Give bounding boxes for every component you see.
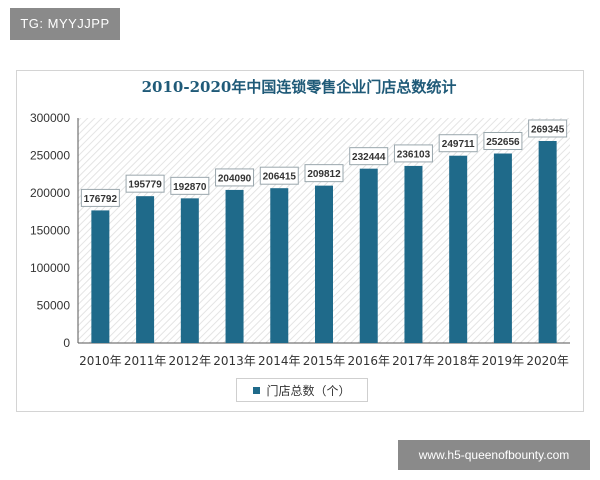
data-label: 209812 bbox=[307, 169, 341, 180]
x-tick-label: 2020年 bbox=[526, 354, 569, 368]
bar bbox=[538, 140, 557, 343]
data-label-box bbox=[80, 188, 120, 207]
data-label-box bbox=[125, 174, 165, 193]
y-tick-label: 0 bbox=[63, 336, 70, 350]
bar bbox=[136, 196, 155, 343]
x-tick-label: 2012年 bbox=[169, 354, 212, 368]
legend-swatch bbox=[253, 386, 261, 394]
watermark-bottom: www.h5-queenofbounty.com bbox=[398, 440, 590, 470]
y-tick-label: 250000 bbox=[30, 149, 70, 163]
data-label: 269345 bbox=[531, 124, 565, 135]
data-label: 252656 bbox=[486, 137, 520, 148]
bar bbox=[449, 155, 468, 343]
data-label: 195779 bbox=[128, 180, 162, 191]
bar bbox=[493, 153, 512, 343]
data-label-box bbox=[393, 144, 433, 163]
x-tick-label: 2015年 bbox=[303, 354, 346, 368]
data-label: 176792 bbox=[84, 194, 118, 205]
chart-title: 2010-2020年中国连锁零售企业门店总数统计 bbox=[141, 78, 457, 96]
data-label: 236103 bbox=[397, 149, 431, 160]
legend-label: 门店总数（个） bbox=[266, 383, 351, 398]
data-label-box bbox=[349, 147, 389, 166]
x-tick-label: 2013年 bbox=[213, 354, 256, 368]
data-label-box bbox=[259, 166, 299, 185]
data-label: 249711 bbox=[442, 139, 475, 150]
legend: 门店总数（个） bbox=[236, 378, 368, 402]
y-tick-label: 100000 bbox=[30, 261, 70, 275]
x-tick-label: 2018年 bbox=[437, 354, 480, 368]
data-label-box bbox=[304, 164, 344, 183]
watermark-top: TG: MYYJJPP bbox=[10, 8, 120, 40]
bar bbox=[180, 198, 199, 343]
data-label-box bbox=[215, 168, 255, 187]
data-label-box bbox=[170, 176, 210, 195]
bar bbox=[91, 210, 110, 343]
x-tick-label: 2019年 bbox=[482, 354, 525, 368]
data-label-box bbox=[483, 132, 523, 151]
data-label: 232444 bbox=[352, 152, 386, 163]
y-tick-label: 50000 bbox=[37, 299, 71, 313]
x-tick-label: 2010年 bbox=[79, 354, 122, 368]
bar bbox=[315, 185, 333, 343]
y-tick-label: 300000 bbox=[30, 111, 70, 125]
bar bbox=[404, 165, 423, 343]
data-label: 192870 bbox=[173, 182, 207, 193]
bar bbox=[225, 189, 244, 343]
bar bbox=[359, 168, 378, 343]
y-tick-label: 150000 bbox=[30, 224, 70, 238]
x-tick-label: 2016年 bbox=[347, 354, 390, 368]
data-label-box bbox=[438, 134, 478, 153]
y-tick-label: 200000 bbox=[30, 186, 70, 200]
data-label-box bbox=[528, 119, 568, 138]
x-tick-label: 2017年 bbox=[392, 354, 435, 368]
bar bbox=[270, 188, 289, 343]
x-tick-label: 2011年 bbox=[124, 354, 167, 368]
data-label: 204090 bbox=[218, 173, 252, 184]
data-label: 206415 bbox=[263, 172, 297, 183]
x-tick-label: 2014年 bbox=[258, 354, 301, 368]
